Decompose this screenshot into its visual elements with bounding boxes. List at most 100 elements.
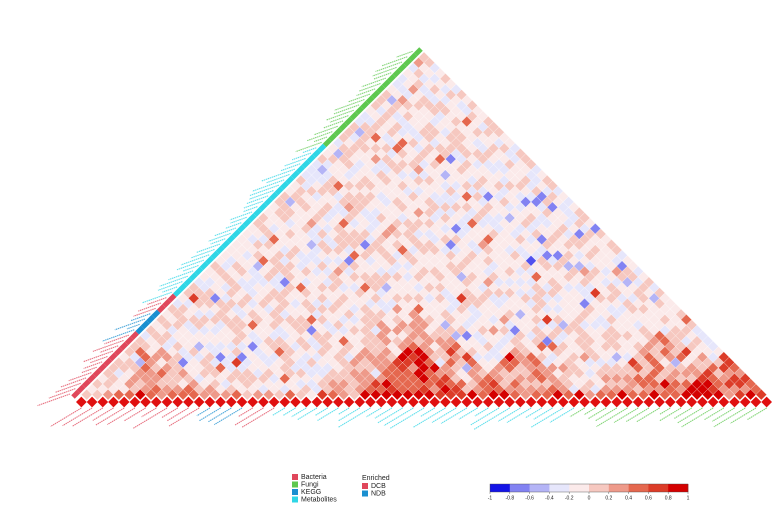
category-bar-segment xyxy=(205,256,214,265)
variable-label-diagonal xyxy=(162,286,178,293)
variable-label-bottom xyxy=(474,407,489,417)
category-bar-segment xyxy=(172,288,182,298)
category-bar-segment xyxy=(167,293,177,303)
enriched-marker xyxy=(718,396,730,408)
category-bar-segment xyxy=(328,132,338,142)
enriched-marker xyxy=(247,396,259,408)
category-bar-segment xyxy=(333,127,343,137)
enriched-marker xyxy=(76,396,87,408)
category-bar-segment xyxy=(178,282,188,292)
variable-label-diagonal xyxy=(313,125,338,136)
enriched-marker xyxy=(611,396,623,408)
category-bar-segment xyxy=(103,357,113,367)
enriched-marker xyxy=(397,396,408,408)
enriched-marker xyxy=(258,396,269,408)
enriched-marker xyxy=(332,396,344,408)
variable-label-bottom xyxy=(141,407,157,418)
category-bar-segment xyxy=(408,52,418,62)
enriched-marker xyxy=(739,396,751,408)
color-scale-tick-label: -1 xyxy=(488,496,493,502)
enriched-marker xyxy=(108,396,119,408)
variable-label-diagonal xyxy=(37,393,71,407)
enriched-marker xyxy=(643,396,655,408)
variable-label-bottom xyxy=(703,407,725,421)
color-scale-tick-label: -0.2 xyxy=(565,496,574,502)
legend-label: Metabolites xyxy=(301,497,337,504)
category-bar-segment xyxy=(215,245,225,255)
enriched-marker xyxy=(140,396,151,408)
category-bar-segment xyxy=(135,325,145,335)
color-scale-bin xyxy=(589,484,610,492)
enriched-marker xyxy=(204,396,216,408)
variable-label-diagonal xyxy=(99,345,119,353)
category-bar-segment xyxy=(226,234,236,244)
category-bar-segment xyxy=(317,143,327,153)
enriched-marker xyxy=(215,396,226,408)
variable-label-diagonal xyxy=(323,120,344,129)
variable-label-diagonal xyxy=(284,157,306,167)
category-bar-segment xyxy=(253,207,263,217)
enriched-marker xyxy=(268,396,280,408)
category-bar-segment xyxy=(108,352,118,362)
enriched-marker xyxy=(407,396,419,408)
variable-label-bottom xyxy=(92,407,114,421)
variable-label-bottom xyxy=(431,407,457,423)
variable-label-diagonal xyxy=(157,281,183,291)
color-scale-tick-label: 0.2 xyxy=(605,496,612,502)
enriched-marker xyxy=(450,396,462,408)
variable-label-bottom xyxy=(314,407,328,417)
enriched-marker xyxy=(461,396,473,408)
enriched-marker xyxy=(654,396,665,408)
enriched-marker xyxy=(161,396,173,408)
variable-label-diagonal xyxy=(356,88,376,96)
variable-label-bottom xyxy=(50,407,82,427)
category-bar-segment xyxy=(71,389,81,399)
enriched-marker xyxy=(600,396,612,408)
category-bar-segment xyxy=(280,181,289,190)
enriched-marker xyxy=(493,396,505,408)
variable-label-diagonal xyxy=(90,356,108,364)
variable-label-bottom xyxy=(506,407,532,423)
category-bar-segment xyxy=(381,79,391,89)
variable-label-diagonal xyxy=(306,131,333,142)
variable-label-diagonal xyxy=(329,115,349,123)
enriched-marker xyxy=(172,396,184,408)
category-bar-segment xyxy=(119,341,129,351)
variable-label-diagonal xyxy=(190,248,215,259)
variable-label-bottom xyxy=(613,407,639,423)
color-scale-tick-label: -0.4 xyxy=(545,496,554,502)
enriched-marker xyxy=(225,396,237,408)
variable-label-diagonal xyxy=(302,147,317,154)
legend-label: DCB xyxy=(371,483,386,490)
variable-label-diagonal xyxy=(168,270,194,281)
enriched-marker xyxy=(118,396,130,408)
enriched-marker xyxy=(236,396,248,408)
variable-label-diagonal xyxy=(381,56,408,67)
color-scale-bin xyxy=(608,484,629,492)
variable-label-bottom xyxy=(337,407,361,422)
variable-label-diagonal xyxy=(81,366,97,374)
variable-label-bottom xyxy=(71,407,104,427)
enriched-marker xyxy=(150,396,162,408)
heatmap-cell xyxy=(755,389,767,401)
enriched-marker xyxy=(525,396,537,408)
legend-label: NDB xyxy=(371,491,386,498)
color-scale-tick-label: 0.8 xyxy=(665,496,672,502)
variable-label-diagonal xyxy=(83,350,114,363)
variable-label-diagonal xyxy=(246,195,269,205)
enriched-marker xyxy=(440,396,451,408)
enriched-marker xyxy=(557,396,569,408)
variable-label-bottom xyxy=(595,407,618,422)
variable-label-bottom xyxy=(676,407,703,424)
variable-label-bottom xyxy=(166,407,189,422)
variable-label-bottom xyxy=(659,407,671,415)
category-bar-segment xyxy=(210,250,220,260)
color-scale-bin xyxy=(628,484,649,492)
category-bar-segment xyxy=(81,379,91,389)
variable-label-diagonal xyxy=(48,388,76,399)
enriched-marker xyxy=(632,396,644,408)
variable-label-bottom xyxy=(549,407,575,423)
enriched-marker xyxy=(279,396,291,408)
variable-label-bottom xyxy=(569,407,585,418)
